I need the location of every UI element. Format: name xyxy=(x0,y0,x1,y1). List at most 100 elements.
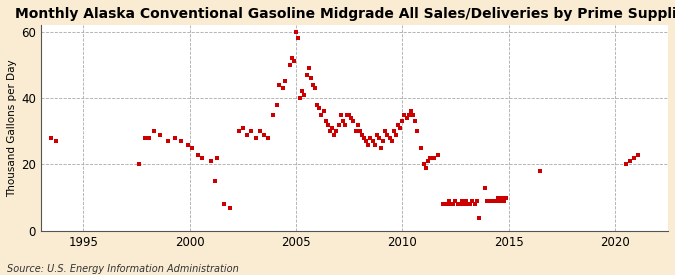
Point xyxy=(340,122,350,127)
Point xyxy=(399,112,410,117)
Point xyxy=(473,215,484,220)
Point xyxy=(380,129,391,133)
Point xyxy=(140,136,151,140)
Point xyxy=(482,199,493,203)
Point xyxy=(321,119,331,123)
Point xyxy=(418,162,429,167)
Point xyxy=(144,136,155,140)
Point xyxy=(425,156,435,160)
Point xyxy=(410,119,421,123)
Point xyxy=(246,129,256,133)
Point xyxy=(346,116,356,120)
Point xyxy=(395,126,406,130)
Point xyxy=(316,112,327,117)
Point xyxy=(225,205,236,210)
Point xyxy=(458,202,469,207)
Point xyxy=(133,162,144,167)
Point xyxy=(421,166,431,170)
Point xyxy=(301,73,312,77)
Point xyxy=(624,159,635,163)
Point xyxy=(416,146,427,150)
Point xyxy=(620,162,631,167)
Point xyxy=(437,202,448,207)
Point xyxy=(331,129,342,133)
Point xyxy=(497,196,508,200)
Point xyxy=(290,29,301,34)
Point xyxy=(535,169,546,173)
Point xyxy=(242,132,252,137)
Point xyxy=(356,132,367,137)
Point xyxy=(499,199,510,203)
Point xyxy=(271,103,282,107)
Point xyxy=(369,142,380,147)
Point xyxy=(182,142,193,147)
Point xyxy=(484,199,495,203)
Point xyxy=(384,136,395,140)
Point xyxy=(463,202,474,207)
Point xyxy=(284,63,295,67)
Point xyxy=(293,36,304,40)
Point xyxy=(233,129,244,133)
Point xyxy=(267,112,278,117)
Point xyxy=(465,202,476,207)
Point xyxy=(501,196,512,200)
Point xyxy=(254,129,265,133)
Point xyxy=(212,156,223,160)
Point xyxy=(350,129,361,133)
Point xyxy=(456,199,467,203)
Point xyxy=(259,132,269,137)
Point xyxy=(373,136,384,140)
Point xyxy=(441,202,452,207)
Point xyxy=(386,139,397,143)
Text: Source: U.S. Energy Information Administration: Source: U.S. Energy Information Administ… xyxy=(7,264,238,274)
Point xyxy=(155,132,165,137)
Point xyxy=(286,56,297,60)
Point xyxy=(303,66,314,70)
Point xyxy=(295,96,306,100)
Point xyxy=(308,82,319,87)
Point xyxy=(306,76,317,80)
Point xyxy=(169,136,180,140)
Point xyxy=(358,136,369,140)
Point xyxy=(433,152,444,157)
Point xyxy=(401,116,412,120)
Point xyxy=(450,199,461,203)
Point xyxy=(238,126,248,130)
Point xyxy=(273,82,284,87)
Point xyxy=(423,159,433,163)
Point xyxy=(329,132,340,137)
Point xyxy=(327,126,338,130)
Point xyxy=(312,103,323,107)
Point xyxy=(628,156,639,160)
Point xyxy=(408,112,418,117)
Point xyxy=(391,132,402,137)
Point xyxy=(197,156,208,160)
Point xyxy=(314,106,325,110)
Point xyxy=(299,92,310,97)
Point xyxy=(46,136,57,140)
Point xyxy=(354,129,365,133)
Point xyxy=(491,199,502,203)
Point xyxy=(367,139,378,143)
Point xyxy=(360,139,371,143)
Point xyxy=(210,179,221,183)
Point xyxy=(218,202,229,207)
Point xyxy=(467,199,478,203)
Point xyxy=(325,129,335,133)
Point xyxy=(460,199,471,203)
Point xyxy=(297,89,308,94)
Point xyxy=(375,146,386,150)
Point xyxy=(488,199,499,203)
Point xyxy=(148,129,159,133)
Point xyxy=(363,142,374,147)
Point xyxy=(382,132,393,137)
Point xyxy=(344,112,354,117)
Point xyxy=(338,119,348,123)
Point xyxy=(486,199,497,203)
Point xyxy=(469,202,480,207)
Point xyxy=(397,119,408,123)
Y-axis label: Thousand Gallons per Day: Thousand Gallons per Day xyxy=(7,59,17,197)
Point xyxy=(333,122,344,127)
Point xyxy=(186,146,197,150)
Point xyxy=(388,129,399,133)
